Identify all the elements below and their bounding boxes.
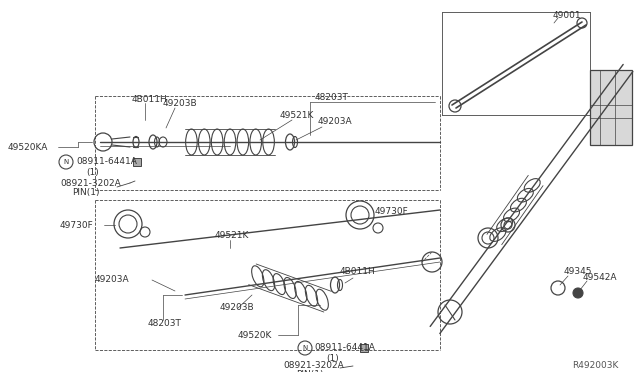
Text: 49345: 49345 xyxy=(564,267,593,276)
Bar xyxy=(360,344,368,352)
Text: 49520KA: 49520KA xyxy=(8,142,49,151)
Text: PIN(1): PIN(1) xyxy=(72,189,99,198)
Text: 49730F: 49730F xyxy=(60,221,93,230)
Text: 49203A: 49203A xyxy=(95,276,130,285)
Text: 49542A: 49542A xyxy=(583,273,618,282)
Bar xyxy=(590,70,632,145)
Text: 49001: 49001 xyxy=(553,10,582,19)
Text: 08911-6441A: 08911-6441A xyxy=(76,157,137,167)
Text: 49521K: 49521K xyxy=(280,110,314,119)
Text: R492003K: R492003K xyxy=(572,362,618,371)
Circle shape xyxy=(573,288,583,298)
Text: (1): (1) xyxy=(326,353,339,362)
Text: 49520K: 49520K xyxy=(238,330,273,340)
Text: 49203B: 49203B xyxy=(163,99,198,109)
Text: 49203A: 49203A xyxy=(318,118,353,126)
Text: N: N xyxy=(302,345,308,351)
Text: 08921-3202A: 08921-3202A xyxy=(283,360,344,369)
Text: 08921-3202A: 08921-3202A xyxy=(60,179,121,187)
Text: 49521K: 49521K xyxy=(215,231,250,240)
Text: 4B011H: 4B011H xyxy=(132,96,168,105)
Text: 49203B: 49203B xyxy=(220,304,255,312)
Text: 08911-6441A: 08911-6441A xyxy=(314,343,375,353)
Text: PIN(1): PIN(1) xyxy=(296,369,323,372)
Text: 49730F: 49730F xyxy=(375,208,409,217)
Text: (1): (1) xyxy=(86,167,99,176)
Text: N: N xyxy=(63,159,68,165)
Text: 4B011H: 4B011H xyxy=(340,267,376,276)
Bar xyxy=(133,158,141,166)
Text: 48203T: 48203T xyxy=(315,93,349,103)
Text: 48203T: 48203T xyxy=(148,318,182,327)
